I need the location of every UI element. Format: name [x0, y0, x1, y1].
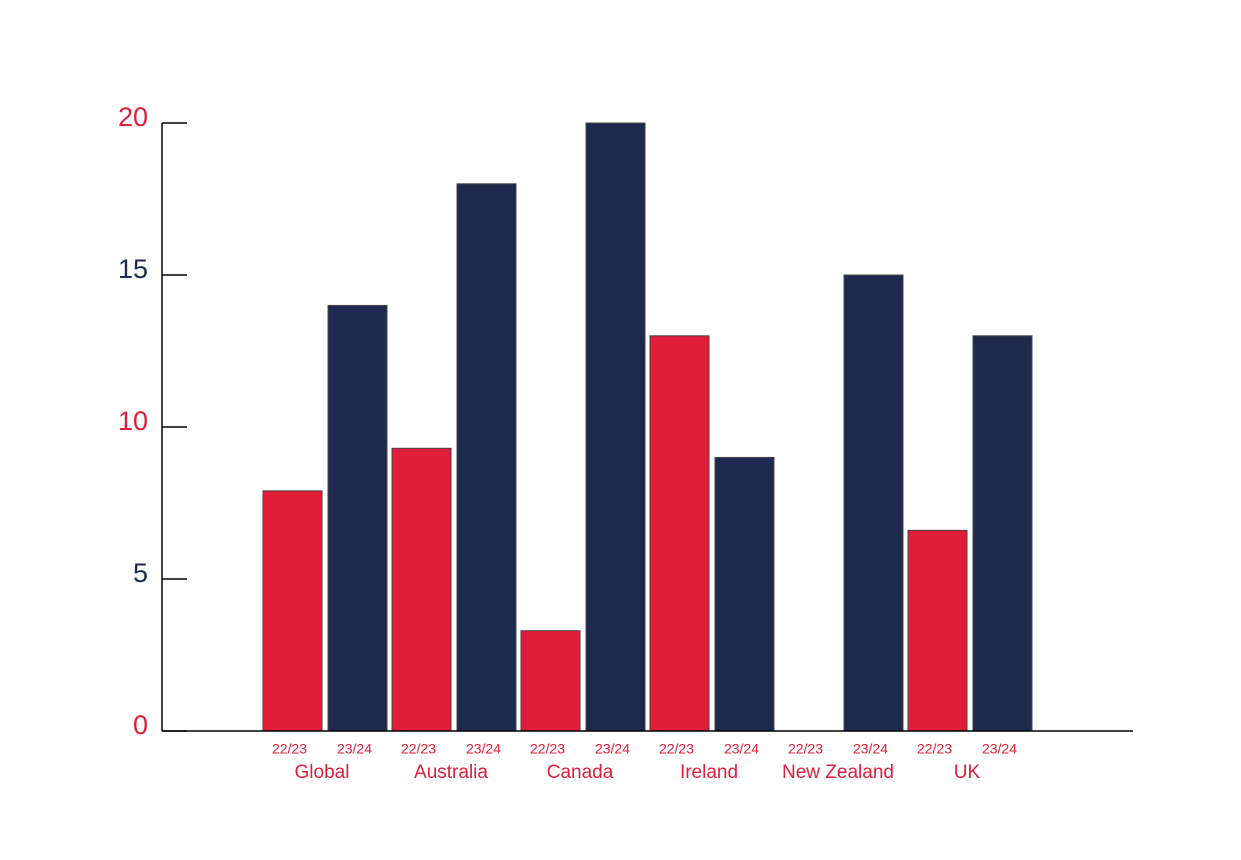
- bar-sub-label: 22/23: [788, 741, 823, 757]
- y-tick-label: 0: [133, 710, 148, 740]
- bar: [391, 447, 452, 732]
- bar-sub-label: 23/24: [982, 741, 1017, 757]
- x-tick-label: Global: [295, 762, 350, 783]
- x-tick-label: New Zealand: [782, 762, 894, 783]
- y-tick-label: 15: [118, 254, 148, 284]
- y-tick-label: 20: [118, 102, 148, 132]
- bar: [456, 183, 517, 732]
- bar: [843, 274, 904, 732]
- bar: [972, 335, 1033, 732]
- bar-sub-label: 22/23: [917, 741, 952, 757]
- bar-sub-label: 23/24: [724, 741, 759, 757]
- y-tick-label: 10: [118, 406, 148, 436]
- x-tick-label: Canada: [547, 762, 614, 783]
- bar: [907, 529, 968, 732]
- bar-sub-label: 23/24: [466, 741, 501, 757]
- bar: [327, 304, 388, 732]
- bar: [714, 456, 775, 732]
- x-tick-label: Australia: [414, 762, 488, 783]
- bar-sub-label: 22/23: [659, 741, 694, 757]
- bar-sub-label: 23/24: [595, 741, 630, 757]
- x-tick-label: Ireland: [680, 762, 738, 783]
- y-tick-label: 5: [133, 558, 148, 588]
- bar: [585, 122, 646, 732]
- bar-sub-label: 23/24: [853, 741, 888, 757]
- bar-sub-label: 22/23: [272, 741, 307, 757]
- bar: [262, 490, 323, 732]
- bar: [649, 335, 710, 732]
- bar: [520, 630, 581, 732]
- bar-sub-label: 23/24: [337, 741, 372, 757]
- bar-sub-label: 22/23: [530, 741, 565, 757]
- bar-sub-label: 22/23: [401, 741, 436, 757]
- x-tick-label: UK: [954, 762, 981, 783]
